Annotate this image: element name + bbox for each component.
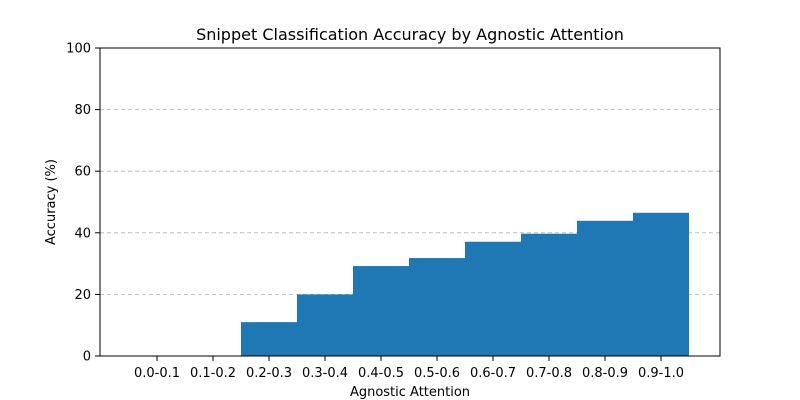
chart-title: Snippet Classification Accuracy by Agnos… (196, 25, 624, 44)
bar (241, 322, 297, 356)
bar (465, 241, 521, 356)
y-tick-label: 100 (66, 42, 91, 57)
bar (521, 233, 577, 356)
x-axis: 0.0-0.1 0.1-0.2 0.2-0.3 0.3-0.4 0.4-0.5 0.5-0… (134, 356, 684, 381)
y-axis-label: Accuracy (%) (44, 159, 59, 245)
x-tick-label: 0.5-0.6 (414, 366, 460, 381)
bar (577, 220, 633, 356)
x-tick-label: 0.2-0.3 (246, 366, 292, 381)
x-tick-label: 0.9-1.0 (638, 366, 684, 381)
bar (409, 258, 465, 356)
bar (297, 294, 353, 356)
y-tick-label: 0 (83, 350, 91, 365)
plot-frame (99, 47, 721, 357)
x-tick-label: 0.4-0.5 (358, 366, 404, 381)
bar (353, 266, 409, 356)
x-tick-label: 0.8-0.9 (582, 366, 628, 381)
x-tick-label: 0.0-0.1 (134, 366, 180, 381)
x-tick-label: 0.6-0.7 (470, 366, 516, 381)
y-tick-label: 60 (74, 165, 91, 180)
bar (633, 212, 689, 356)
y-tick-label: 80 (74, 103, 91, 118)
x-tick-label: 0.7-0.8 (526, 366, 572, 381)
x-tick-label: 0.3-0.4 (302, 366, 348, 381)
y-axis: 0 20 40 60 80 100 (66, 42, 100, 365)
bars (241, 212, 689, 356)
y-tick-label: 20 (74, 288, 91, 303)
x-tick-label: 0.1-0.2 (190, 366, 236, 381)
y-tick-label: 40 (74, 226, 91, 241)
x-axis-label: Agnostic Attention (350, 385, 470, 400)
